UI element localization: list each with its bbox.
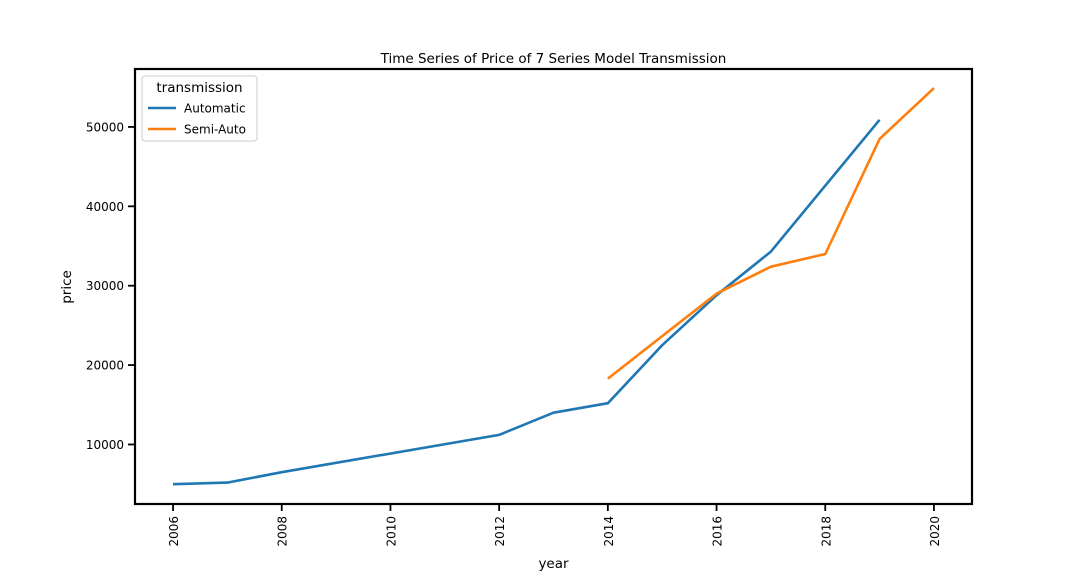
legend-label-automatic: Automatic bbox=[184, 102, 246, 116]
x-tick-label: 2020 bbox=[928, 516, 942, 547]
x-tick-label: 2014 bbox=[602, 516, 616, 547]
series-line-semi-auto bbox=[607, 87, 935, 380]
legend-label-semi-auto: Semi-Auto bbox=[184, 123, 246, 137]
series-line-automatic bbox=[172, 118, 881, 486]
y-axis-label: price bbox=[59, 270, 75, 304]
y-axis: 10000 20000 30000 40000 50000 bbox=[86, 120, 135, 452]
y-tick-label: 10000 bbox=[86, 438, 124, 452]
legend-box bbox=[141, 75, 258, 142]
x-axis: 2006 2008 2010 2012 2014 2016 2018 2020 bbox=[167, 504, 942, 547]
x-tick-label: 2008 bbox=[276, 516, 290, 547]
legend: transmission Automatic Semi-Auto bbox=[141, 75, 258, 142]
x-tick-label: 2018 bbox=[819, 516, 833, 547]
x-tick-label: 2016 bbox=[711, 516, 725, 547]
legend-title: transmission bbox=[156, 80, 242, 96]
x-axis-label: year bbox=[538, 556, 569, 572]
y-tick-label: 20000 bbox=[86, 359, 124, 373]
x-tick-label: 2012 bbox=[493, 516, 507, 547]
legend-items: Automatic Semi-Auto bbox=[148, 102, 246, 137]
x-tick-label: 2010 bbox=[384, 516, 398, 547]
plot-frame bbox=[133, 67, 974, 506]
chart-title: Time Series of Price of 7 Series Model T… bbox=[380, 51, 727, 67]
y-tick-label: 30000 bbox=[86, 279, 124, 293]
y-tick-label: 50000 bbox=[86, 120, 124, 134]
x-tick-label: 2006 bbox=[167, 516, 181, 547]
series-layer bbox=[172, 87, 935, 486]
y-tick-label: 40000 bbox=[86, 200, 124, 214]
